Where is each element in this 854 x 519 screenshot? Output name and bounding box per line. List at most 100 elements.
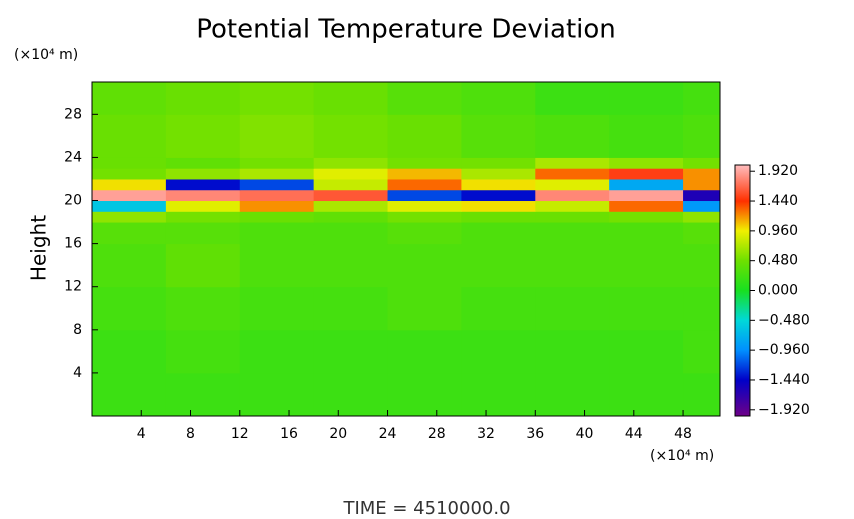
heat-cell bbox=[683, 372, 721, 417]
x-unit: (×10⁴ m) bbox=[650, 448, 714, 464]
y-tick-label: 24 bbox=[64, 149, 82, 165]
heat-cell bbox=[535, 189, 610, 202]
heat-cell bbox=[313, 200, 389, 212]
heat-cell bbox=[92, 372, 167, 417]
heat-cell bbox=[609, 329, 684, 374]
heat-cell bbox=[387, 211, 462, 223]
heat-cell bbox=[165, 243, 241, 288]
heat-cell bbox=[461, 157, 536, 169]
heat-cell bbox=[683, 157, 721, 169]
heat-cell bbox=[609, 157, 684, 169]
x-tick-label: 12 bbox=[231, 426, 249, 442]
heat-cell bbox=[461, 329, 536, 374]
heat-cell bbox=[609, 189, 684, 202]
heat-cell bbox=[535, 168, 610, 180]
heat-cell bbox=[239, 243, 315, 288]
heat-cell bbox=[683, 82, 721, 115]
heat-cell bbox=[461, 114, 536, 158]
heat-cell bbox=[92, 82, 167, 115]
heat-cell bbox=[683, 243, 721, 288]
heat-cell bbox=[683, 178, 721, 191]
heat-cell bbox=[387, 200, 462, 212]
x-tick-label: 48 bbox=[674, 426, 692, 442]
x-tick-label: 32 bbox=[477, 426, 495, 442]
heat-cell bbox=[313, 178, 389, 191]
x-tick-label: 28 bbox=[428, 426, 446, 442]
heat-cell bbox=[609, 243, 684, 288]
heat-cell bbox=[535, 372, 610, 417]
heat-cell bbox=[387, 157, 462, 169]
y-tick-label: 8 bbox=[73, 322, 82, 338]
heat-cell bbox=[535, 157, 610, 169]
heat-cell bbox=[683, 329, 721, 374]
heat-cell bbox=[535, 211, 610, 223]
heat-cell bbox=[92, 189, 167, 202]
y-tick-label: 20 bbox=[64, 193, 82, 209]
heat-cell bbox=[92, 168, 167, 180]
heat-cell bbox=[683, 168, 721, 180]
heat-cell bbox=[461, 372, 536, 417]
heat-cell bbox=[92, 243, 167, 288]
heat-cell bbox=[461, 222, 536, 245]
x-tick-label: 44 bbox=[625, 426, 643, 442]
heat-cell bbox=[461, 243, 536, 288]
x-tick-label: 16 bbox=[280, 426, 298, 442]
heat-cell bbox=[609, 114, 684, 158]
heat-cell bbox=[461, 189, 536, 202]
colorbar-tick-label: −0.480 bbox=[758, 312, 810, 328]
heat-cell bbox=[239, 114, 315, 158]
y-tick-label: 12 bbox=[64, 279, 82, 295]
heat-cell bbox=[683, 222, 721, 245]
heat-cell bbox=[461, 168, 536, 180]
x-tick-label: 4 bbox=[137, 426, 146, 442]
heat-cell bbox=[313, 222, 389, 245]
heat-cell bbox=[461, 211, 536, 223]
heat-cell bbox=[387, 114, 462, 158]
x-tick-label: 40 bbox=[576, 426, 594, 442]
heat-cell bbox=[92, 286, 167, 331]
heat-cell bbox=[683, 211, 721, 223]
heat-cell bbox=[609, 178, 684, 191]
heat-cell bbox=[609, 211, 684, 223]
heat-cell bbox=[239, 211, 315, 223]
heat-cell bbox=[535, 114, 610, 158]
heat-cell bbox=[387, 222, 462, 245]
heat-cell bbox=[609, 286, 684, 331]
y-axis-label: Height bbox=[27, 215, 51, 281]
colorbar-tick-label: −1.920 bbox=[758, 402, 810, 418]
heat-cell bbox=[609, 82, 684, 115]
heat-cell bbox=[92, 114, 167, 158]
colorbar-tick-label: −1.440 bbox=[758, 372, 810, 388]
colorbar-tick-label: −0.960 bbox=[758, 342, 810, 358]
x-tick-label: 36 bbox=[526, 426, 544, 442]
x-tick-label: 20 bbox=[329, 426, 347, 442]
x-tick-label: 24 bbox=[379, 426, 397, 442]
y-tick-label: 28 bbox=[64, 106, 82, 122]
heat-cell bbox=[92, 329, 167, 374]
heat-cell bbox=[165, 168, 241, 180]
heat-cell bbox=[609, 168, 684, 180]
heat-cell bbox=[535, 286, 610, 331]
heat-cell bbox=[239, 189, 315, 202]
heat-cell bbox=[313, 243, 389, 288]
y-unit: (×10⁴ m) bbox=[14, 47, 78, 63]
heat-cell bbox=[609, 200, 684, 212]
heat-cell bbox=[92, 157, 167, 169]
colorbar-tick-label: 1.920 bbox=[758, 163, 798, 179]
heat-cell bbox=[535, 200, 610, 212]
heat-cell bbox=[387, 329, 462, 374]
heat-cell bbox=[535, 82, 610, 115]
heat-cell bbox=[165, 286, 241, 331]
heat-cell bbox=[313, 168, 389, 180]
heat-cell bbox=[239, 157, 315, 169]
heat-cell bbox=[239, 222, 315, 245]
x-tick-label: 8 bbox=[186, 426, 195, 442]
heat-cell bbox=[313, 329, 389, 374]
heat-cell bbox=[92, 200, 167, 212]
heat-cell bbox=[239, 372, 315, 417]
heat-cell bbox=[165, 82, 241, 115]
colorbar-tick-label: 0.960 bbox=[758, 223, 798, 239]
heat-cell bbox=[535, 178, 610, 191]
